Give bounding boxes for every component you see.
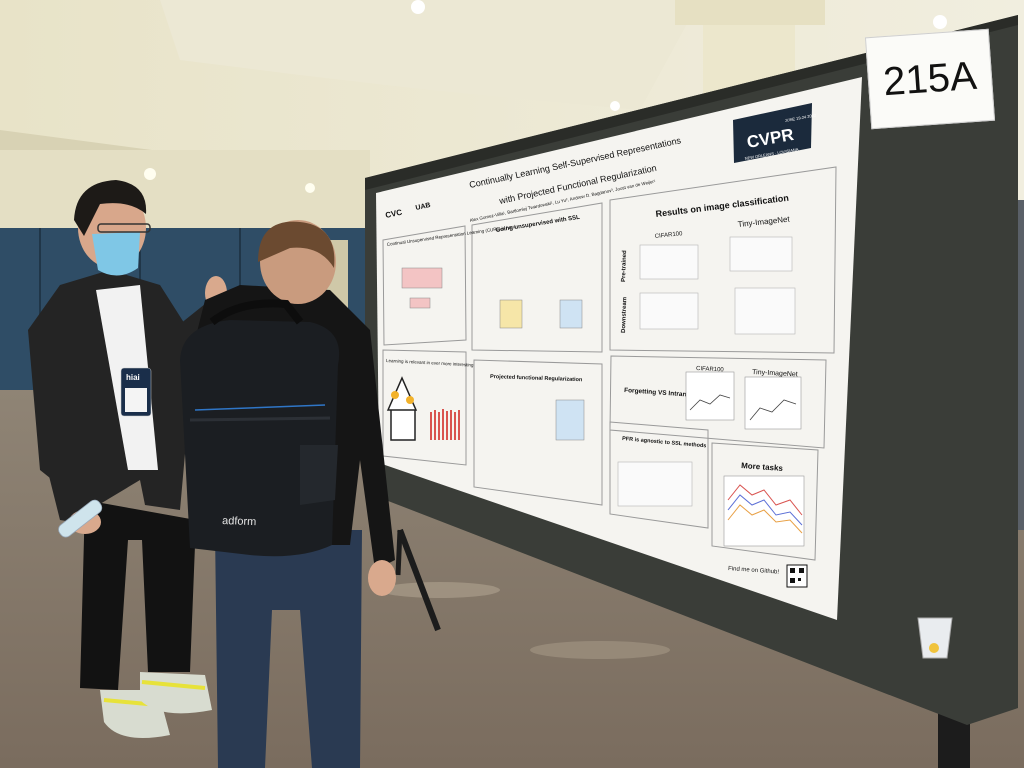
ceiling-light (933, 15, 947, 29)
ssl-diagram (499, 299, 523, 329)
cvpr-logo (733, 103, 812, 163)
forgetting-plot (744, 376, 802, 430)
presenter-forearm (40, 440, 90, 525)
presenter-shoe (140, 672, 212, 714)
panel-curl (382, 225, 467, 346)
ceiling-light (411, 0, 425, 14)
presenter-hair (74, 180, 147, 236)
panel-pfr (473, 359, 603, 506)
ssl-diagram (559, 299, 583, 329)
backpack-logo-text: adform (222, 515, 257, 528)
ssl-methods-table (617, 461, 693, 507)
visitor-person: adform (180, 220, 396, 768)
panel-going-unsupervised (471, 202, 603, 353)
results-table (734, 287, 796, 335)
section-pfr: Projected functional Regularization (490, 374, 583, 383)
label-downstream: Downstream (621, 297, 628, 333)
github-text: Find me on Github! (728, 566, 780, 576)
water-bottle (58, 499, 103, 538)
section-more-tasks: More tasks (741, 461, 784, 473)
visitor-hair (258, 221, 335, 268)
label-cifar100: CIFAR100 (655, 231, 684, 240)
uab-logo: UAB (415, 202, 431, 212)
presenter-legs (80, 500, 196, 690)
curl-diagram (401, 267, 443, 289)
cvc-logo: CVC (385, 208, 404, 220)
ceiling-light (144, 168, 156, 180)
section-learning-relevant: Learning is relevant in ever more intere… (386, 358, 474, 368)
pillar-cap (675, 0, 825, 25)
panel-learning-relevant (382, 349, 467, 466)
label-cifar100-2: CIFAR100 (696, 366, 725, 373)
label-tiny-imagenet-2: Tiny-ImageNet (752, 369, 798, 378)
plastic-cup (917, 617, 953, 659)
room-number: 215A (881, 53, 979, 104)
ceiling-grid (160, 0, 700, 110)
presenter-mask (92, 232, 140, 276)
forgetting-plot (685, 371, 735, 421)
badge-text: hiai (126, 373, 140, 382)
easel-leg (397, 528, 441, 632)
cvpr-logo-dates: JUNE 19-24 2022 (784, 112, 817, 123)
more-tasks-plot (723, 475, 805, 547)
panel-agnostic (609, 421, 709, 529)
room-number-sign: 215A (864, 28, 996, 130)
backpack-bottle-pocket (300, 445, 338, 505)
panel-forgetting (609, 355, 827, 449)
curl-diagram (409, 297, 431, 309)
bar-chart-illustration (430, 409, 460, 440)
qr-code (786, 564, 808, 588)
visitor-legs (215, 530, 362, 768)
presenter-person: hiai (28, 180, 227, 739)
backpack (180, 320, 340, 557)
results-table (639, 292, 699, 330)
easel-leg (395, 529, 403, 576)
results-table (639, 244, 699, 280)
label-pretrained: Pre-trained (621, 250, 628, 282)
ceiling-light (610, 101, 620, 111)
panel-results (609, 166, 837, 354)
pfr-diagram (555, 399, 585, 441)
panel-more-tasks (711, 442, 819, 561)
visitor-hand (368, 560, 396, 596)
ceiling-light (305, 183, 315, 193)
results-table (729, 236, 793, 272)
presenter-glasses (97, 223, 151, 233)
